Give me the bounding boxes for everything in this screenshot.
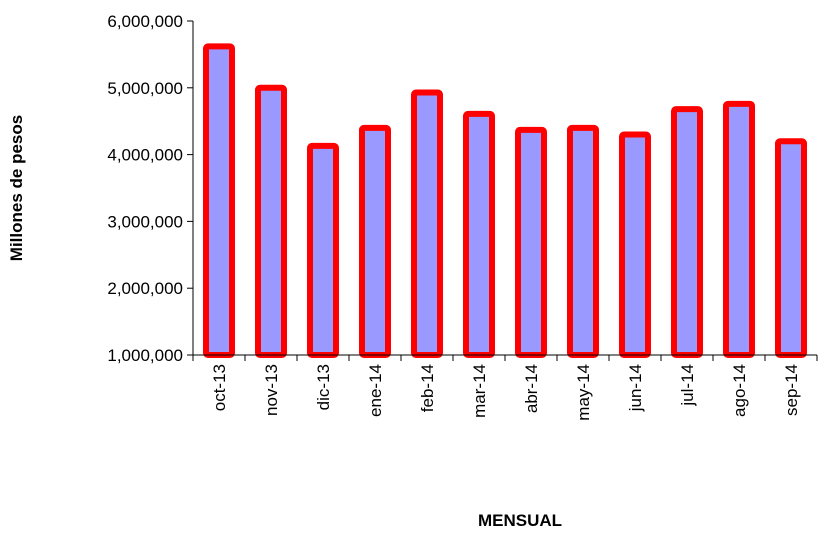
bar-nov-13 bbox=[255, 84, 287, 359]
x-axis-title: MENSUAL bbox=[478, 511, 562, 530]
y-tick-label: 4,000,000 bbox=[107, 146, 183, 165]
y-ticks-group: 1,000,000 2,000,000 3,000,000 4,000,000 5,00… bbox=[107, 12, 193, 365]
bar-ago-14 bbox=[723, 100, 755, 358]
bar-abr-14 bbox=[515, 126, 547, 358]
y-tick-label: 5,000,000 bbox=[107, 79, 183, 98]
x-tick-label-nov-13: nov-13 bbox=[262, 364, 281, 416]
bar-ene-14 bbox=[359, 124, 391, 358]
bar-oct-13 bbox=[203, 43, 235, 358]
bars-group bbox=[203, 43, 807, 359]
bar-jul-14 bbox=[671, 106, 703, 359]
x-tick-label-ene-14: ene-14 bbox=[366, 364, 385, 417]
x-tick-label-oct-13: oct-13 bbox=[210, 364, 229, 411]
x-ticks-group: oct-13 nov-13 dic-13 ene-14 feb-14 mar-14 abr-… bbox=[192, 355, 818, 421]
x-tick-label-jul-14: jul-14 bbox=[678, 364, 697, 407]
x-tick-label-may-14: may-14 bbox=[574, 364, 593, 421]
bar-mar-14 bbox=[463, 110, 495, 358]
x-tick-label-mar-14: mar-14 bbox=[470, 364, 489, 418]
x-tick-label-feb-14: feb-14 bbox=[418, 364, 437, 412]
x-tick-label-abr-14: abr-14 bbox=[522, 364, 541, 413]
x-tick-label-dic-13: dic-13 bbox=[314, 364, 333, 410]
y-tick-label: 3,000,000 bbox=[107, 212, 183, 231]
x-tick-label-sep-14: sep-14 bbox=[782, 364, 801, 416]
bar-feb-14 bbox=[411, 89, 443, 358]
x-tick-label-ago-14: ago-14 bbox=[730, 364, 749, 417]
bar-dic-13 bbox=[307, 142, 339, 358]
bar-jun-14 bbox=[619, 131, 651, 358]
x-tick-label-jun-14: jun-14 bbox=[626, 364, 645, 412]
bar-sep-14 bbox=[775, 138, 807, 358]
y-tick-label: 1,000,000 bbox=[107, 346, 183, 365]
y-tick-label: 6,000,000 bbox=[107, 12, 183, 31]
y-axis-title: Millones de pesos bbox=[7, 115, 26, 261]
bar-may-14 bbox=[567, 124, 599, 358]
y-tick-label: 2,000,000 bbox=[107, 279, 183, 298]
